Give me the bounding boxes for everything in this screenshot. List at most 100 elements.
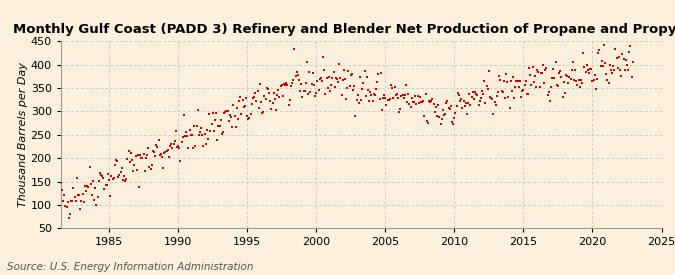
Point xyxy=(121,177,132,181)
Point xyxy=(543,90,554,95)
Point xyxy=(225,115,236,119)
Point xyxy=(466,95,477,100)
Point xyxy=(508,75,518,79)
Point xyxy=(351,98,362,102)
Point xyxy=(124,160,135,164)
Point xyxy=(408,100,418,104)
Point xyxy=(626,75,637,79)
Point xyxy=(275,84,286,88)
Point xyxy=(175,159,186,163)
Point xyxy=(385,96,396,101)
Point xyxy=(288,78,298,82)
Point xyxy=(59,193,70,197)
Point xyxy=(211,111,221,115)
Point xyxy=(326,82,337,87)
Point xyxy=(493,90,504,94)
Point xyxy=(346,72,357,76)
Point xyxy=(334,62,345,66)
Point xyxy=(299,89,310,94)
Point xyxy=(155,153,165,158)
Point xyxy=(281,81,292,85)
Point xyxy=(596,59,607,63)
Point xyxy=(99,187,110,191)
Point xyxy=(609,68,620,72)
Point xyxy=(222,108,233,113)
Point xyxy=(548,67,559,71)
Point xyxy=(470,90,481,94)
Point xyxy=(217,130,228,134)
Point xyxy=(97,174,107,178)
Point xyxy=(124,149,134,153)
Point xyxy=(73,192,84,197)
Point xyxy=(542,93,553,97)
Point xyxy=(603,81,614,86)
Point xyxy=(88,198,99,202)
Point xyxy=(576,78,587,82)
Point xyxy=(323,85,333,90)
Point xyxy=(416,100,427,104)
Point xyxy=(170,129,181,133)
Point xyxy=(163,155,174,159)
Point xyxy=(194,133,205,138)
Point xyxy=(565,77,576,81)
Point xyxy=(341,97,352,101)
Point xyxy=(574,84,585,89)
Point xyxy=(602,78,613,82)
Point xyxy=(100,183,111,187)
Point xyxy=(462,112,472,116)
Point xyxy=(96,173,107,177)
Point xyxy=(423,120,433,125)
Point xyxy=(510,85,520,89)
Point xyxy=(202,127,213,132)
Point xyxy=(129,162,140,167)
Point xyxy=(105,194,115,199)
Point xyxy=(426,98,437,103)
Point xyxy=(250,90,261,95)
Point xyxy=(488,112,499,116)
Point xyxy=(612,56,622,60)
Point xyxy=(380,96,391,100)
Text: Source: U.S. Energy Information Administration: Source: U.S. Energy Information Administ… xyxy=(7,262,253,272)
Point xyxy=(612,66,623,70)
Point xyxy=(260,96,271,101)
Point xyxy=(354,100,364,105)
Point xyxy=(86,193,97,197)
Point xyxy=(157,155,167,159)
Point xyxy=(418,99,429,103)
Point xyxy=(132,153,143,157)
Point xyxy=(318,54,329,59)
Point xyxy=(315,75,326,80)
Point xyxy=(238,105,249,109)
Point xyxy=(483,87,493,91)
Point xyxy=(519,83,530,87)
Point xyxy=(338,77,348,82)
Point xyxy=(308,82,319,87)
Point xyxy=(117,178,128,182)
Point xyxy=(503,95,514,99)
Point xyxy=(137,156,148,161)
Point xyxy=(272,93,283,97)
Point xyxy=(153,138,164,142)
Point xyxy=(130,154,141,158)
Point xyxy=(119,179,130,184)
Point xyxy=(553,84,564,89)
Point xyxy=(516,95,526,100)
Point xyxy=(127,158,138,162)
Point xyxy=(279,82,290,87)
Point xyxy=(494,73,505,78)
Point xyxy=(139,169,150,174)
Point xyxy=(290,74,301,78)
Point xyxy=(411,102,422,106)
Point xyxy=(286,84,296,88)
Point xyxy=(142,153,153,158)
Point xyxy=(439,112,450,116)
Point xyxy=(108,176,119,180)
Point xyxy=(232,106,242,111)
Point xyxy=(266,107,277,112)
Point xyxy=(340,77,350,81)
Point xyxy=(84,164,95,169)
Point xyxy=(72,176,82,180)
Point xyxy=(205,128,216,133)
Point xyxy=(592,77,603,82)
Point xyxy=(312,78,323,83)
